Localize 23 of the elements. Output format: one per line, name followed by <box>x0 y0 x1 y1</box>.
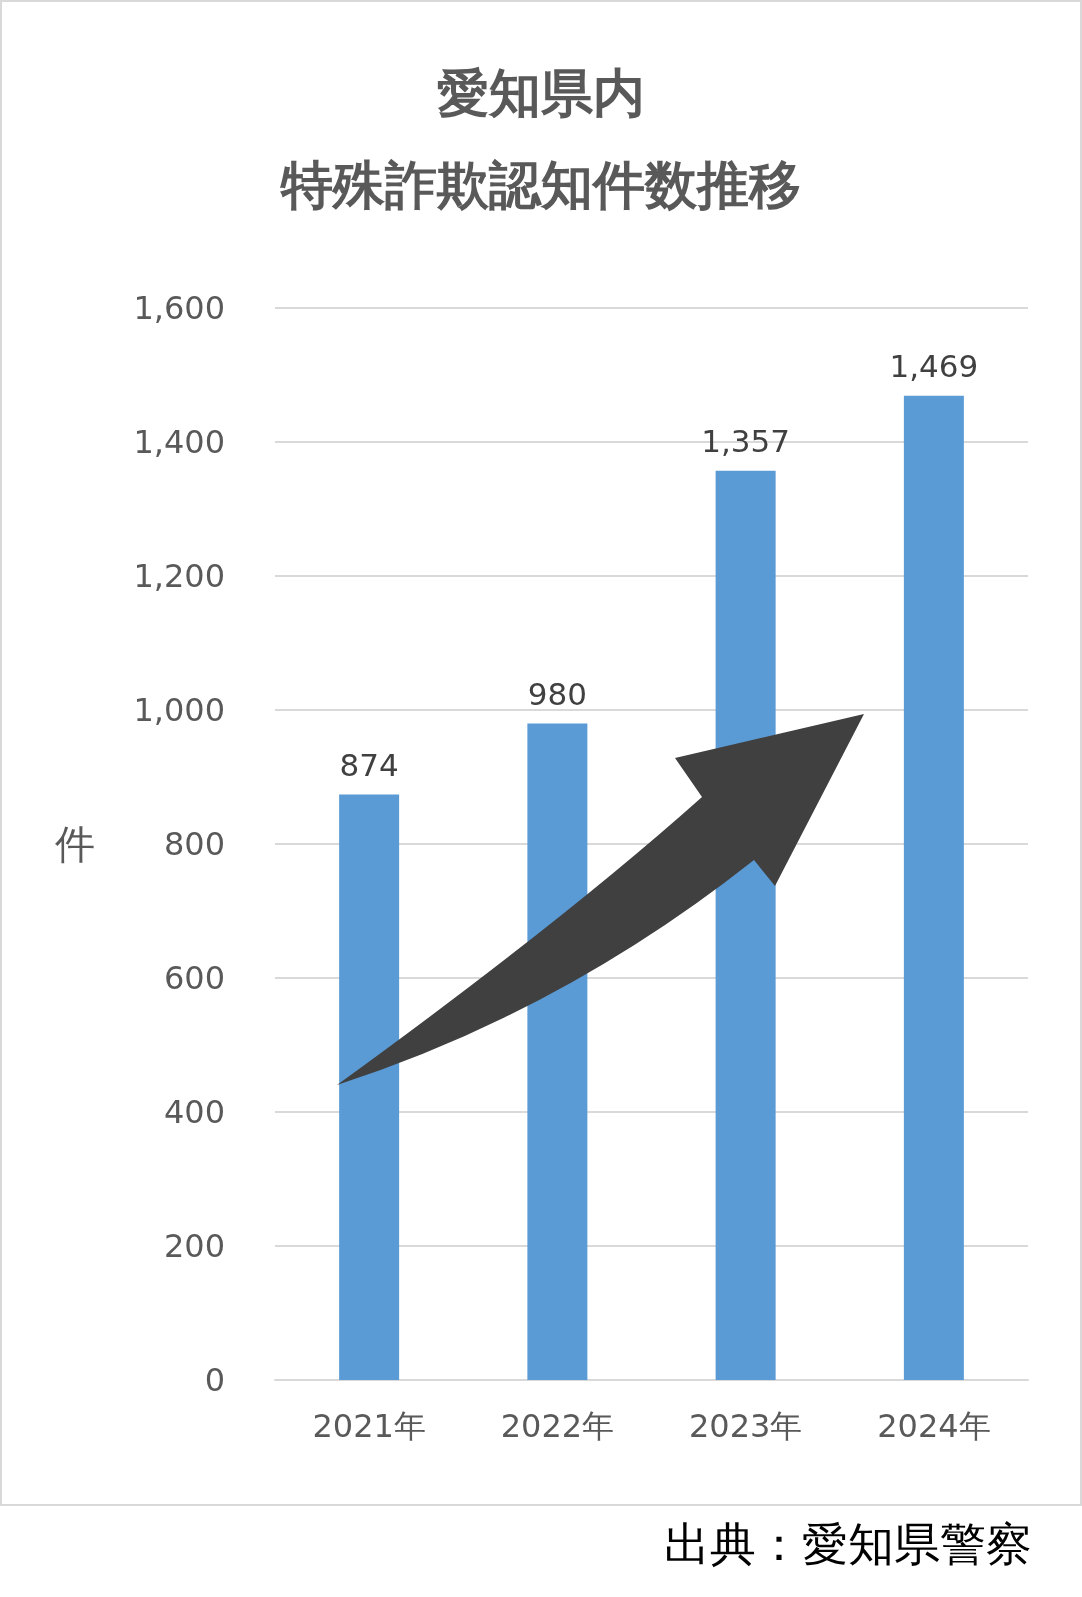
x-tick-label: 2023年 <box>688 1407 803 1445</box>
x-tick-label: 2021年 <box>312 1407 426 1445</box>
y-tick-label: 0 <box>204 1361 225 1399</box>
source-note: 出典：愛知県警察 <box>663 1516 1033 1573</box>
x-tick-label: 2024年 <box>877 1407 991 1445</box>
x-tick-label: 2022年 <box>500 1407 615 1445</box>
bar <box>903 395 964 1380</box>
y-tick-label: 400 <box>163 1093 225 1131</box>
y-tick-label: 1,600 <box>133 289 225 327</box>
data-label: 980 <box>527 675 587 712</box>
y-tick-label: 1,400 <box>133 423 225 461</box>
y-tick-label: 1,200 <box>133 557 225 595</box>
y-axis-title: 件 <box>55 821 95 867</box>
y-tick-label: 200 <box>163 1227 225 1265</box>
bar <box>339 794 400 1380</box>
chart-subtitle: 特殊詐欺認知件数推移 <box>280 155 801 215</box>
y-tick-label: 600 <box>163 959 225 997</box>
data-label: 874 <box>339 746 399 783</box>
data-label: 1,357 <box>701 423 790 460</box>
y-tick-label: 1,000 <box>133 691 225 729</box>
y-tick-label: 800 <box>163 825 225 863</box>
data-label: 1,469 <box>889 348 979 385</box>
chart-title: 愛知県内 <box>437 63 645 123</box>
